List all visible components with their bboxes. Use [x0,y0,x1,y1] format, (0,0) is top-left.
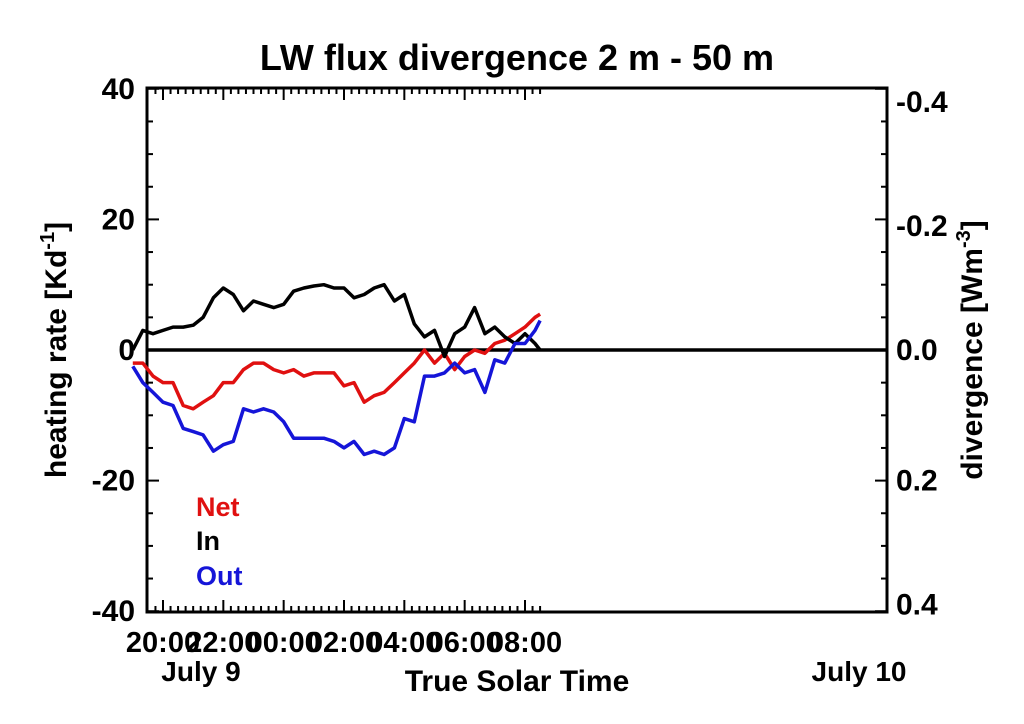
y-left-tick-label: 40 [102,73,135,106]
legend-out: Out [196,561,243,591]
y-right-tick-label: 0.2 [896,465,938,498]
date-label-end: July 10 [812,656,907,687]
x-tick-label: 00:00 [247,627,321,659]
y-axis-label-left: heating rate [Kd-1] [37,222,73,478]
y-axis-label-left-main: heating rate [Kd [40,250,73,478]
x-axis-label: True Solar Time [405,665,630,698]
y-axis-label-right-sup: -3 [953,230,975,248]
y-right-tick-labels: -0.4 -0.2 0.0 0.2 0.4 [896,86,948,622]
y-axis-label-right: divergence [Wm-3] [953,220,989,480]
series-line-out [131,319,542,457]
y-left-tick-labels: 40 20 0 -20 -40 [92,73,135,628]
y-right-tick-label: 0.4 [896,589,938,622]
y-right-tick-label: -0.4 [896,86,948,119]
x-tick-label: 02:00 [307,627,381,659]
y-left-tick-label: 0 [118,334,135,367]
series-lines [131,282,542,457]
y-right-tick-label: -0.2 [896,210,948,243]
y-axis-label-left-sup: -1 [37,232,59,250]
x-tick-label: 20:00 [126,627,200,659]
y-axis-label-right-main: divergence [Wm [956,248,989,480]
y-left-tick-label: 20 [102,203,135,236]
y-axis-label-left-end: ] [40,222,73,232]
y-axis-label-right-end: ] [956,220,989,230]
series-line-net [132,312,542,411]
chart-title: LW flux divergence 2 m - 50 m [260,37,774,78]
y-left-tick-label: -40 [92,595,135,628]
y-right-tick-label: 0.0 [896,334,938,367]
x-tick-label: 04:00 [367,627,441,659]
x-tick-label: 22:00 [186,627,260,659]
x-tick-label: 08:00 [488,627,562,659]
minor-ticks [147,88,887,612]
date-label-start: July 9 [161,656,240,687]
x-tick-label: 06:00 [428,627,502,659]
series-line-in [131,282,542,359]
legend-in: In [196,526,220,556]
y-left-tick-label: -20 [92,465,135,498]
legend: Net In Out [196,492,243,591]
legend-net: Net [196,492,240,522]
